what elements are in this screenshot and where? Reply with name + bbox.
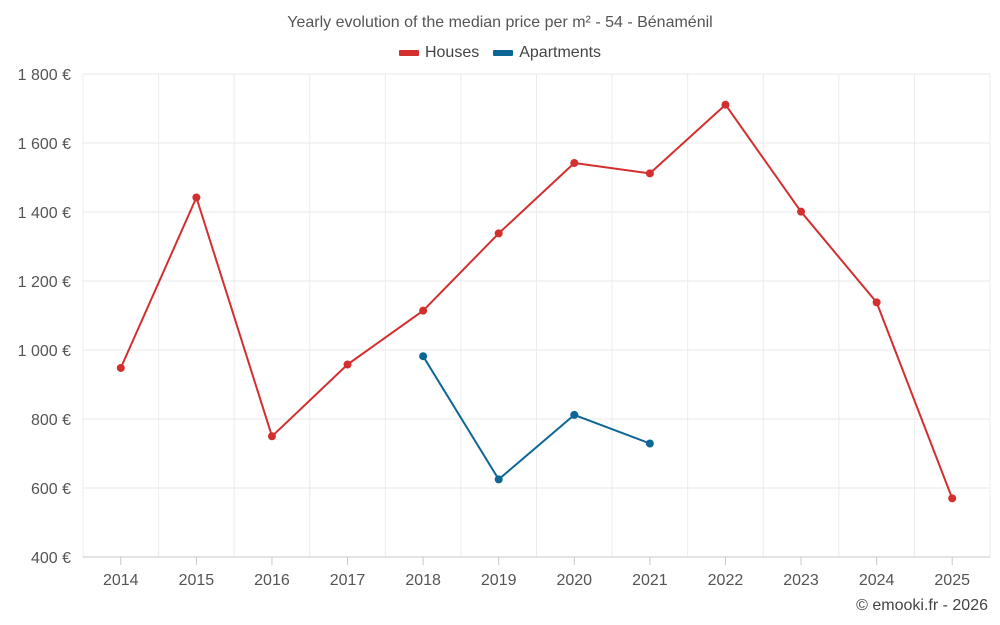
- x-tick-label: 2020: [556, 572, 592, 589]
- legend-item-apartments[interactable]: Apartments: [493, 44, 601, 62]
- y-tick-label: 600 €: [31, 481, 71, 498]
- legend-swatch-houses: [398, 50, 419, 56]
- data-point-houses[interactable]: [116, 363, 125, 372]
- y-tick-label: 1 600 €: [18, 136, 71, 153]
- axes: 400 € 600 € 800 € 1 000 € 1 200 € 1 400 € 1 60…: [18, 67, 990, 589]
- legend-item-houses[interactable]: Houses: [398, 44, 480, 62]
- series: [116, 100, 957, 503]
- y-tick-label: 1 400 €: [18, 205, 71, 222]
- data-point-houses[interactable]: [419, 306, 428, 315]
- x-tick-label: 2025: [934, 572, 970, 589]
- series-line-houses: [119, 103, 954, 499]
- data-point-apartments[interactable]: [570, 410, 579, 419]
- legend-label-houses: Houses: [424, 44, 480, 61]
- legend-swatch-apartments: [493, 50, 514, 56]
- y-tick-label: 1 000 €: [18, 343, 71, 360]
- y-tick-label: 800 €: [31, 412, 71, 429]
- y-tick-label: 1 800 €: [18, 67, 71, 84]
- chart-title: Yearly evolution of the median price per…: [287, 14, 713, 31]
- data-point-houses[interactable]: [267, 432, 276, 441]
- x-tick-label: 2024: [859, 572, 895, 589]
- credit-text: © emooki.fr - 2026: [856, 597, 988, 614]
- x-tick-label: 2022: [708, 572, 744, 589]
- data-point-houses[interactable]: [343, 360, 352, 369]
- x-tick-label: 2019: [481, 572, 517, 589]
- x-tick-label: 2014: [103, 572, 139, 589]
- x-tick-label: 2016: [254, 572, 290, 589]
- data-point-houses[interactable]: [721, 100, 730, 109]
- data-point-houses[interactable]: [494, 229, 503, 238]
- x-tick-label: 2021: [632, 572, 668, 589]
- grid: [82, 73, 991, 557]
- data-point-houses[interactable]: [645, 169, 654, 178]
- x-tick-label: 2018: [405, 572, 441, 589]
- data-point-apartments[interactable]: [494, 475, 503, 484]
- data-point-houses[interactable]: [570, 159, 579, 168]
- data-point-apartments[interactable]: [419, 352, 428, 361]
- x-tick-label: 2023: [783, 572, 819, 589]
- data-point-houses[interactable]: [797, 207, 806, 216]
- x-tick-label: 2015: [179, 572, 215, 589]
- data-point-apartments[interactable]: [645, 439, 654, 448]
- data-point-houses[interactable]: [948, 494, 957, 503]
- legend-label-apartments: Apartments: [519, 44, 602, 61]
- legend: Houses Apartments: [0, 44, 1000, 62]
- x-tick-label: 2017: [330, 572, 366, 589]
- y-tick-label: 1 200 €: [18, 274, 71, 291]
- data-point-houses[interactable]: [192, 193, 201, 202]
- series-line-apartments: [422, 355, 651, 481]
- data-point-houses[interactable]: [872, 298, 881, 307]
- y-tick-label: 400 €: [31, 550, 71, 567]
